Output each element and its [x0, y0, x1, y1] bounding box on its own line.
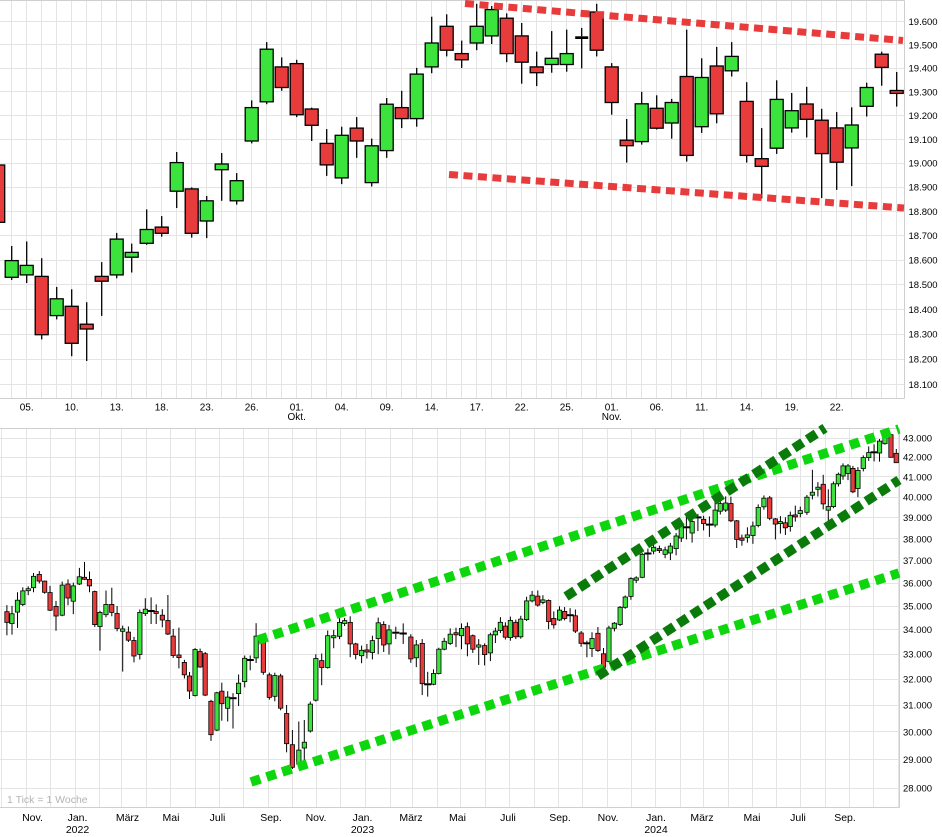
svg-text:2023: 2023 — [351, 824, 375, 836]
svg-text:18.: 18. — [155, 403, 169, 414]
svg-text:Nov.: Nov. — [306, 812, 327, 824]
svg-text:Sep.: Sep. — [260, 812, 282, 824]
svg-text:Nov.: Nov. — [602, 412, 622, 423]
svg-text:18.600: 18.600 — [909, 256, 938, 267]
svg-text:01.: 01. — [605, 403, 619, 414]
svg-text:01.: 01. — [290, 403, 304, 414]
svg-text:Jan.: Jan. — [68, 812, 88, 824]
svg-text:22.: 22. — [515, 403, 529, 414]
svg-text:19.600: 19.600 — [909, 17, 938, 28]
svg-text:39.000: 39.000 — [903, 513, 932, 524]
svg-text:40.000: 40.000 — [903, 492, 932, 503]
svg-text:Nov.: Nov. — [598, 812, 619, 824]
svg-text:14.: 14. — [425, 403, 439, 414]
svg-text:38.000: 38.000 — [903, 534, 932, 545]
svg-text:Okt.: Okt. — [288, 412, 306, 423]
svg-text:18.300: 18.300 — [909, 330, 938, 341]
svg-text:Mai: Mai — [744, 812, 761, 824]
svg-text:09.: 09. — [380, 403, 394, 414]
svg-text:26.: 26. — [245, 403, 259, 414]
svg-text:19.400: 19.400 — [909, 64, 938, 75]
svg-text:Mai: Mai — [449, 812, 466, 824]
svg-text:2024: 2024 — [644, 824, 668, 836]
svg-text:19.: 19. — [785, 403, 799, 414]
svg-text:Juli: Juli — [210, 812, 226, 824]
svg-text:33.000: 33.000 — [903, 650, 932, 661]
svg-text:17.: 17. — [470, 403, 484, 414]
svg-text:Sep.: Sep. — [834, 812, 856, 824]
svg-text:2022: 2022 — [66, 824, 90, 836]
svg-text:34.000: 34.000 — [903, 625, 932, 636]
svg-text:Jan.: Jan. — [353, 812, 373, 824]
svg-text:März: März — [399, 812, 422, 824]
svg-text:10.: 10. — [65, 403, 79, 414]
svg-text:19.300: 19.300 — [909, 87, 938, 98]
svg-text:Sep.: Sep. — [549, 812, 571, 824]
svg-text:18.200: 18.200 — [909, 355, 938, 366]
svg-text:14.: 14. — [740, 403, 754, 414]
svg-text:32.000: 32.000 — [903, 675, 932, 686]
svg-text:19.000: 19.000 — [909, 159, 938, 170]
svg-text:März: März — [690, 812, 713, 824]
svg-text:Mai: Mai — [163, 812, 180, 824]
svg-text:36.000: 36.000 — [903, 579, 932, 590]
svg-text:1 Tick = 1 Woche: 1 Tick = 1 Woche — [7, 794, 88, 806]
svg-text:19.200: 19.200 — [909, 111, 938, 122]
svg-text:18.800: 18.800 — [909, 207, 938, 218]
svg-text:18.400: 18.400 — [909, 305, 938, 316]
svg-text:28.000: 28.000 — [903, 784, 932, 795]
svg-text:13.: 13. — [110, 403, 124, 414]
svg-text:Juli: Juli — [790, 812, 806, 824]
svg-text:25.: 25. — [560, 403, 574, 414]
svg-text:18.700: 18.700 — [909, 231, 938, 242]
svg-text:18.500: 18.500 — [909, 280, 938, 291]
svg-text:31.000: 31.000 — [903, 701, 932, 712]
svg-text:11.: 11. — [695, 403, 708, 414]
svg-text:35.000: 35.000 — [903, 602, 932, 613]
svg-text:04.: 04. — [335, 403, 349, 414]
svg-text:37.000: 37.000 — [903, 556, 932, 567]
svg-text:05.: 05. — [20, 403, 34, 414]
svg-text:22.: 22. — [830, 403, 844, 414]
svg-text:18.100: 18.100 — [909, 380, 938, 391]
svg-text:42.000: 42.000 — [903, 453, 932, 464]
svg-text:30.000: 30.000 — [903, 727, 932, 738]
svg-text:41.000: 41.000 — [903, 472, 932, 483]
svg-text:06.: 06. — [650, 403, 664, 414]
svg-text:18.900: 18.900 — [909, 183, 938, 194]
svg-text:43.000: 43.000 — [903, 433, 932, 444]
svg-text:Nov.: Nov. — [22, 812, 43, 824]
svg-text:Jan.: Jan. — [646, 812, 666, 824]
svg-text:Juli: Juli — [500, 812, 516, 824]
svg-text:März: März — [116, 812, 139, 824]
svg-text:19.100: 19.100 — [909, 135, 938, 146]
svg-text:23.: 23. — [200, 403, 214, 414]
svg-text:19.500: 19.500 — [909, 40, 938, 51]
svg-text:29.000: 29.000 — [903, 755, 932, 766]
